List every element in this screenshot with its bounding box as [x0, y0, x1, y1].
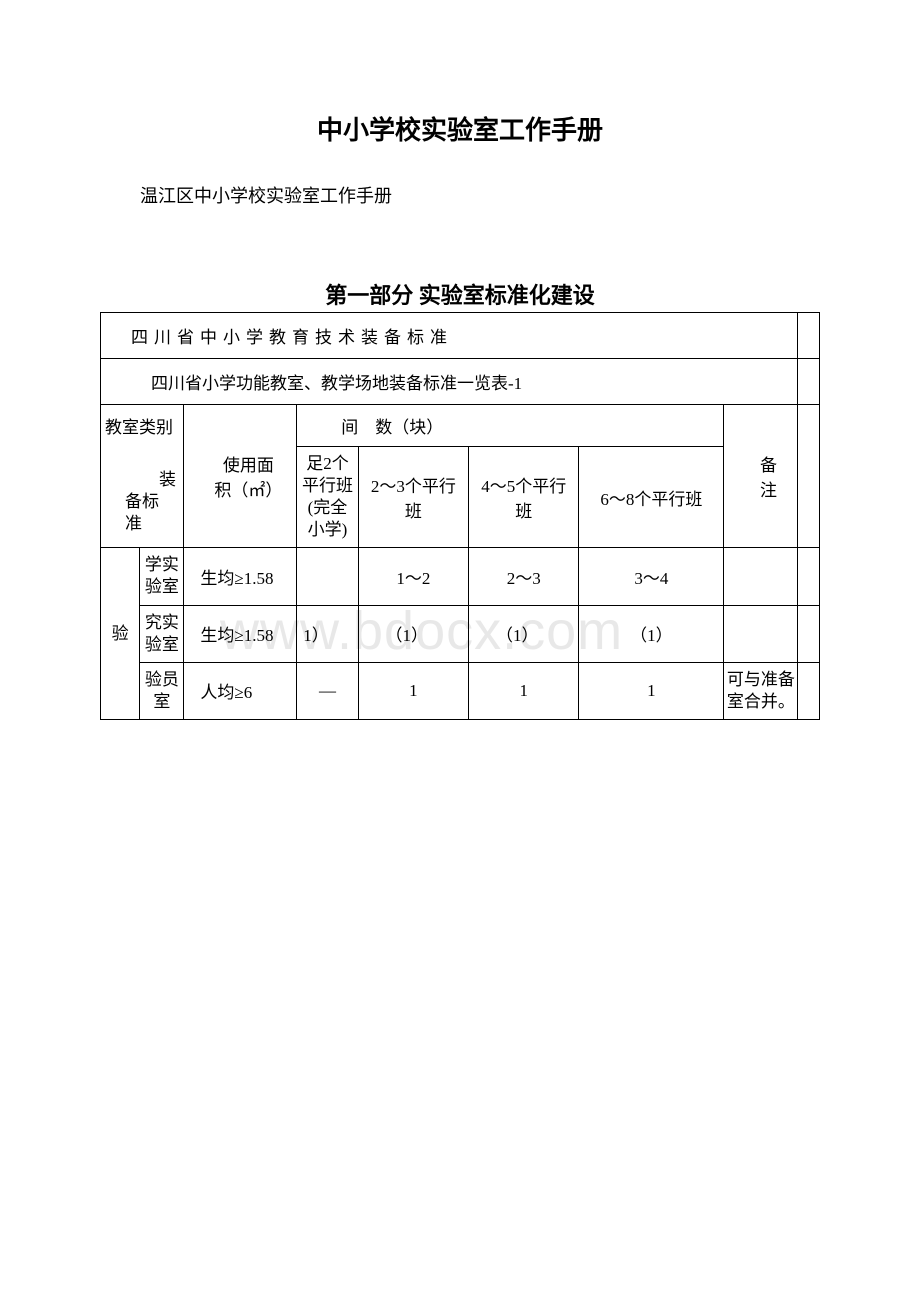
row-note: 可与准备室合并。 — [724, 662, 798, 719]
main-title: 中小学校实验室工作手册 — [100, 110, 820, 147]
row-area: 生均≥1.58 — [184, 605, 297, 662]
group-cell: 验 — [101, 548, 140, 720]
header-count: 间 数（块） — [297, 405, 724, 447]
header-row-1: 教室类别 装备标准 使用面积（㎡） 间 数（块） 备注 — [101, 405, 820, 447]
row-note — [724, 548, 798, 605]
row-area: 人均≥6 — [184, 662, 297, 719]
header-col3: 4～5个平行班 — [469, 447, 579, 548]
table-subtitle-cell: 四川省小学功能教室、教学场地装备标准一览表-1 — [101, 359, 798, 405]
row-c4: 1 — [579, 662, 724, 719]
section-title: 第一部分 实验室标准化建设 — [100, 278, 820, 310]
row-c2: 1 — [358, 662, 468, 719]
header-equipstd-text: 装备标准 — [105, 469, 179, 535]
sub-title: 温江区中小学校实验室工作手册 — [100, 182, 820, 208]
row-c2: （1） — [358, 605, 468, 662]
row-c1: — — [297, 662, 358, 719]
row-c1 — [297, 548, 358, 605]
table-row: 验员室 人均≥6 — 1 1 1 可与准备室合并。 — [101, 662, 820, 719]
row-area: 生均≥1.58 — [184, 548, 297, 605]
header-col2: 2～3个平行班 — [358, 447, 468, 548]
empty-cell — [797, 359, 819, 405]
header-col4: 6～8个平行班 — [579, 447, 724, 548]
table-row: 验 学实验室 生均≥1.58 1～2 2～3 3～4 — [101, 548, 820, 605]
row-c2: 1～2 — [358, 548, 468, 605]
header-category: 教室类别 装备标准 — [101, 405, 184, 548]
empty-cell — [797, 662, 819, 719]
row-c1: 1） — [297, 605, 358, 662]
table-title-row: 四川省中小学教育技术装备标准 — [101, 313, 820, 359]
empty-cell — [797, 405, 819, 548]
empty-cell — [797, 605, 819, 662]
table-title-cell: 四川省中小学教育技术装备标准 — [101, 313, 798, 359]
header-category-text: 教室类别 — [105, 417, 179, 439]
row-c3: （1） — [469, 605, 579, 662]
row-name: 学实验室 — [140, 548, 184, 605]
row-c3: 1 — [469, 662, 579, 719]
table-row: 究实验室 生均≥1.58 1） （1） （1） （1） — [101, 605, 820, 662]
header-note: 备注 — [724, 405, 798, 548]
row-note — [724, 605, 798, 662]
row-c3: 2～3 — [469, 548, 579, 605]
standards-table: 四川省中小学教育技术装备标准 四川省小学功能教室、教学场地装备标准一览表-1 教… — [100, 312, 820, 720]
row-name: 验员室 — [140, 662, 184, 719]
table-subtitle-row: 四川省小学功能教室、教学场地装备标准一览表-1 — [101, 359, 820, 405]
empty-cell — [797, 313, 819, 359]
header-col1: 足2个平行班(完全小学) — [297, 447, 358, 548]
row-c4: 3～4 — [579, 548, 724, 605]
header-area: 使用面积（㎡） — [184, 405, 297, 548]
row-c4: （1） — [579, 605, 724, 662]
empty-cell — [797, 548, 819, 605]
row-name: 究实验室 — [140, 605, 184, 662]
